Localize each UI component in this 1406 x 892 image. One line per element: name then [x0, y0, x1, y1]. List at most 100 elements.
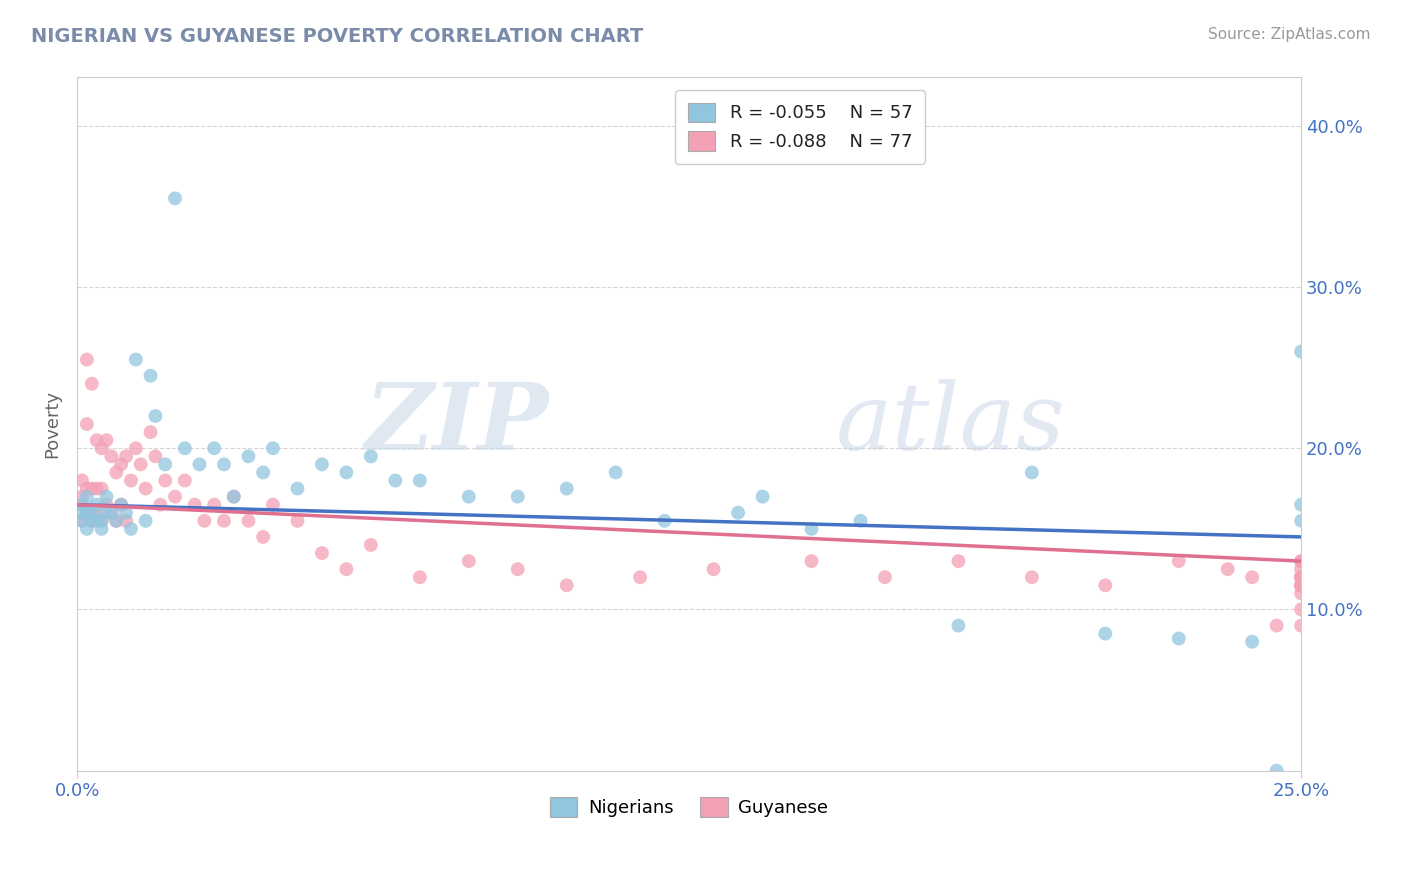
Point — [70, 498, 93, 512]
Point — [605, 466, 627, 480]
Point — [120, 522, 142, 536]
Point — [1289, 514, 1312, 528]
Legend: Nigerians, Guyanese: Nigerians, Guyanese — [543, 789, 835, 824]
Point — [86, 433, 108, 447]
Point — [1289, 562, 1312, 576]
Point — [252, 530, 274, 544]
Point — [1265, 618, 1288, 632]
Point — [115, 514, 138, 528]
Point — [360, 450, 382, 464]
Point — [1167, 554, 1189, 568]
Point — [80, 506, 103, 520]
Point — [86, 514, 108, 528]
Point — [202, 442, 225, 456]
Point — [70, 514, 93, 528]
Point — [409, 570, 432, 584]
Point — [287, 514, 309, 528]
Point — [212, 514, 235, 528]
Point — [751, 490, 773, 504]
Point — [80, 376, 103, 391]
Point — [139, 425, 162, 439]
Text: Source: ZipAtlas.com: Source: ZipAtlas.com — [1208, 27, 1371, 42]
Point — [703, 562, 725, 576]
Point — [1289, 570, 1312, 584]
Point — [125, 442, 148, 456]
Point — [100, 450, 122, 464]
Text: atlas: atlas — [837, 379, 1066, 469]
Text: ZIP: ZIP — [364, 379, 548, 469]
Point — [173, 442, 195, 456]
Point — [110, 458, 132, 472]
Point — [100, 506, 122, 520]
Point — [457, 554, 479, 568]
Point — [105, 466, 128, 480]
Point — [188, 458, 211, 472]
Point — [129, 458, 152, 472]
Point — [90, 482, 112, 496]
Point — [555, 578, 578, 592]
Point — [1289, 578, 1312, 592]
Point — [222, 490, 245, 504]
Point — [1289, 344, 1312, 359]
Point — [238, 450, 260, 464]
Point — [80, 482, 103, 496]
Point — [145, 409, 167, 423]
Point — [335, 562, 357, 576]
Point — [311, 546, 333, 560]
Point — [1289, 570, 1312, 584]
Point — [96, 506, 118, 520]
Point — [1094, 626, 1116, 640]
Point — [222, 490, 245, 504]
Point — [1241, 570, 1264, 584]
Point — [139, 368, 162, 383]
Point — [1021, 466, 1043, 480]
Y-axis label: Poverty: Poverty — [44, 390, 60, 458]
Point — [86, 506, 108, 520]
Point — [173, 474, 195, 488]
Point — [1265, 764, 1288, 778]
Point — [76, 482, 98, 496]
Point — [149, 498, 172, 512]
Point — [1167, 632, 1189, 646]
Text: NIGERIAN VS GUYANESE POVERTY CORRELATION CHART: NIGERIAN VS GUYANESE POVERTY CORRELATION… — [31, 27, 643, 45]
Point — [70, 506, 93, 520]
Point — [115, 450, 138, 464]
Point — [155, 458, 177, 472]
Point — [70, 490, 93, 504]
Point — [76, 352, 98, 367]
Point — [262, 442, 284, 456]
Point — [70, 514, 93, 528]
Point — [1021, 570, 1043, 584]
Point — [311, 458, 333, 472]
Point — [948, 554, 970, 568]
Point — [90, 514, 112, 528]
Point — [105, 514, 128, 528]
Point — [628, 570, 651, 584]
Point — [1289, 570, 1312, 584]
Point — [183, 498, 205, 512]
Point — [110, 498, 132, 512]
Point — [96, 490, 118, 504]
Point — [506, 562, 529, 576]
Point — [1289, 554, 1312, 568]
Point — [1289, 578, 1312, 592]
Point — [70, 474, 93, 488]
Point — [506, 490, 529, 504]
Point — [212, 458, 235, 472]
Point — [145, 450, 167, 464]
Point — [193, 514, 215, 528]
Point — [849, 514, 872, 528]
Point — [155, 474, 177, 488]
Point — [360, 538, 382, 552]
Point — [90, 514, 112, 528]
Point — [1289, 618, 1312, 632]
Point — [76, 506, 98, 520]
Point — [96, 498, 118, 512]
Point — [654, 514, 676, 528]
Point — [555, 482, 578, 496]
Point — [163, 490, 186, 504]
Point — [110, 498, 132, 512]
Point — [115, 506, 138, 520]
Point — [1289, 578, 1312, 592]
Point — [384, 474, 406, 488]
